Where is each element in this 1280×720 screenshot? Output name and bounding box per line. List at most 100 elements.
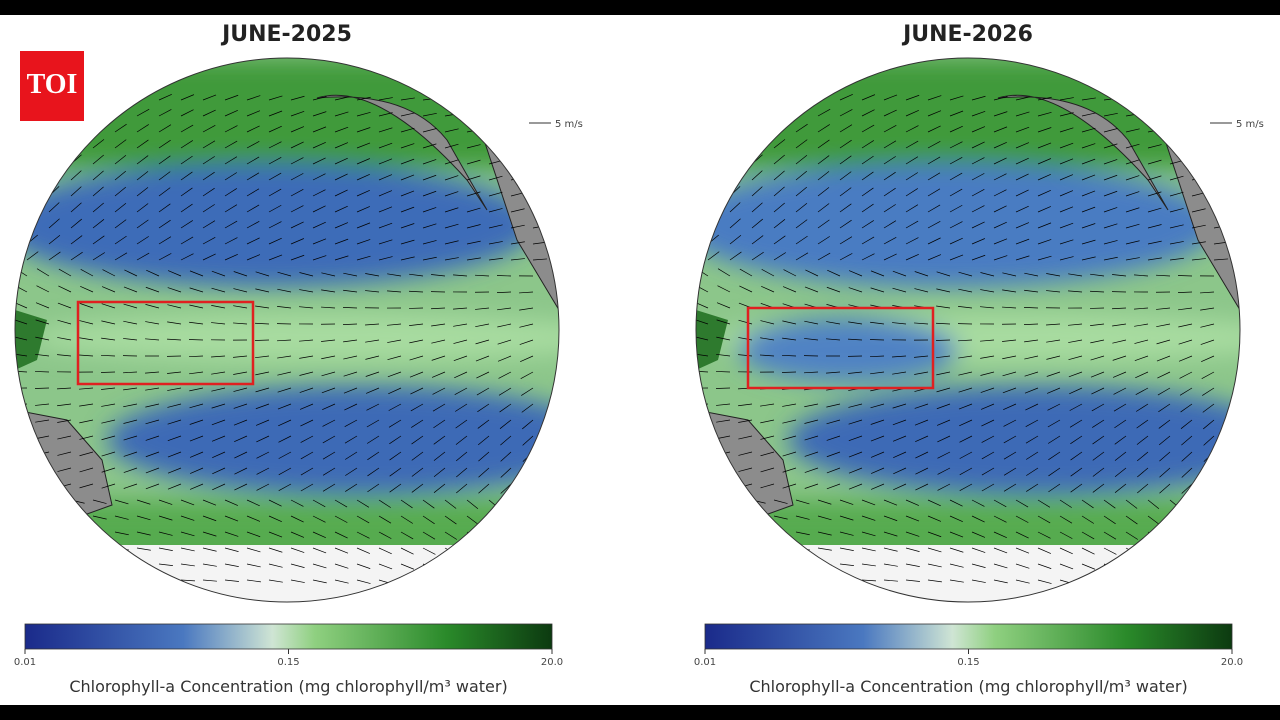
wind-arrow xyxy=(1169,175,1184,181)
wind-arrow xyxy=(158,93,172,101)
wind-arrow xyxy=(344,419,358,428)
wind-arrow xyxy=(422,112,437,117)
wind-arrow xyxy=(826,451,841,458)
wind-arrow xyxy=(1112,371,1127,378)
wind-arrow xyxy=(1147,257,1162,261)
wind-arrow xyxy=(927,110,942,117)
logo-text[interactable]: TOI xyxy=(27,69,78,100)
logo-badge[interactable] xyxy=(20,51,84,121)
wind-arrow xyxy=(167,483,182,490)
wind-arrow xyxy=(290,515,304,523)
wind-arrow xyxy=(444,191,459,197)
wind-arrow xyxy=(456,483,468,494)
wind-arrow xyxy=(1068,290,1083,293)
wind-arrow xyxy=(189,403,204,409)
wind-arrow xyxy=(1125,579,1140,586)
wind-arrow xyxy=(246,125,260,133)
wind-arrow xyxy=(949,237,963,245)
wind-arrow xyxy=(1135,387,1149,396)
wind-arrow xyxy=(971,110,986,117)
wind-arrow xyxy=(1125,547,1139,556)
wind-arrow xyxy=(1091,387,1105,395)
wind-arrow xyxy=(773,154,785,165)
wind-arrow xyxy=(871,467,885,474)
wind-arrow xyxy=(751,218,763,229)
wind-arrow xyxy=(1158,419,1171,429)
wind-arrow xyxy=(1200,307,1215,311)
wind-arrow xyxy=(334,238,349,245)
wind-arrow xyxy=(1136,451,1149,462)
wind-arrow xyxy=(760,419,775,424)
wind-arrow xyxy=(839,236,853,245)
wind-arrow xyxy=(466,240,481,245)
wind-arrow xyxy=(817,203,830,213)
wind-arrow xyxy=(180,515,195,521)
wind-arrow xyxy=(1046,387,1061,394)
wind-arrow xyxy=(1024,355,1039,360)
wind-arrow xyxy=(716,483,731,488)
wind-arrow xyxy=(500,435,512,446)
wind-arrow xyxy=(300,419,314,427)
wind-arrow xyxy=(431,274,446,277)
wind-arrow xyxy=(321,339,336,342)
wind-arrow xyxy=(1070,451,1083,461)
wind-arrow xyxy=(378,190,393,197)
wind-arrow xyxy=(981,467,995,476)
wind-arrow xyxy=(224,125,238,133)
wind-arrow xyxy=(993,96,1008,101)
wind-arrow xyxy=(48,235,61,245)
wind-arrow xyxy=(48,515,63,519)
wind-arrow xyxy=(246,110,261,117)
wind-arrow xyxy=(202,187,215,197)
wind-arrow xyxy=(993,205,1007,213)
wind-arrow xyxy=(466,175,481,181)
wind-arrow xyxy=(312,126,327,133)
wind-arrow xyxy=(729,123,742,133)
wind-arrow xyxy=(927,204,941,213)
wind-arrow xyxy=(927,531,942,538)
wind-arrow xyxy=(389,467,402,477)
wind-arrow xyxy=(519,307,534,311)
wind-arrow xyxy=(409,339,424,344)
wind-arrow xyxy=(1081,206,1096,213)
wind-arrow xyxy=(180,236,194,245)
wind-arrow xyxy=(716,319,731,325)
wind-arrow xyxy=(114,252,128,261)
wind-arrow xyxy=(839,155,852,165)
wind-arrow xyxy=(15,483,28,488)
wind-arrow xyxy=(15,319,28,325)
wind-arrow xyxy=(1103,143,1118,149)
wind-arrow xyxy=(478,483,490,494)
wind-arrow xyxy=(48,251,61,261)
wind-arrow xyxy=(453,307,468,310)
wind-arrow xyxy=(1037,515,1051,524)
wind-arrow xyxy=(1147,579,1162,586)
wind-arrow xyxy=(488,98,503,101)
wind-arrow xyxy=(751,202,763,213)
wind-arrow xyxy=(58,285,72,293)
wind-arrow xyxy=(277,306,292,309)
wind-arrow xyxy=(246,531,261,538)
wind-arrow xyxy=(233,387,248,392)
wind-arrow xyxy=(422,240,437,245)
wind-arrow xyxy=(927,563,942,568)
wind-arrow xyxy=(510,144,525,149)
wind-arrow xyxy=(949,499,963,507)
wind-arrow xyxy=(1003,467,1017,476)
wind-arrow xyxy=(936,403,951,410)
wind-arrow xyxy=(892,270,907,277)
wind-arrow xyxy=(378,206,393,213)
wind-arrow xyxy=(454,403,468,412)
wind-arrow xyxy=(949,204,963,213)
wind-arrow xyxy=(233,371,248,375)
wind-arrow xyxy=(444,547,458,556)
wind-arrow xyxy=(57,467,72,472)
wind-arrow xyxy=(1103,531,1117,540)
wind-arrow xyxy=(444,128,459,133)
wind-arrow xyxy=(224,110,238,117)
wind-arrow xyxy=(927,499,941,507)
wind-arrow xyxy=(101,387,116,390)
wind-arrow xyxy=(322,403,336,411)
wind-arrow xyxy=(35,319,50,325)
wind-arrow xyxy=(1103,547,1117,555)
